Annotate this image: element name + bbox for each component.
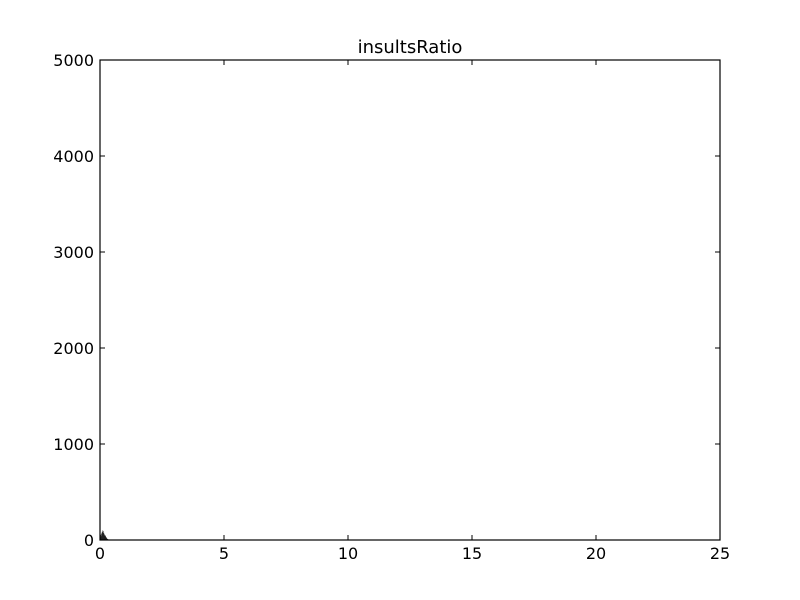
y-tick-label: 4000 bbox=[53, 147, 94, 166]
y-tick-label: 5000 bbox=[53, 51, 94, 70]
x-tick-label: 5 bbox=[219, 544, 229, 563]
y-tick-label: 3000 bbox=[53, 243, 94, 262]
y-tick-label: 2000 bbox=[53, 339, 94, 358]
x-tick-label: 0 bbox=[95, 544, 105, 563]
x-tick-label: 15 bbox=[462, 544, 482, 563]
y-axis-ticks: 0 1000 2000 3000 4000 5000 bbox=[53, 51, 720, 550]
chart-title: insultsRatio bbox=[358, 37, 463, 58]
y-tick-label: 1000 bbox=[53, 435, 94, 454]
y-tick-label: 0 bbox=[84, 531, 94, 550]
x-tick-label: 25 bbox=[710, 544, 730, 563]
plot-frame bbox=[99, 59, 721, 541]
histogram-bars bbox=[100, 530, 116, 540]
x-tick-label: 20 bbox=[586, 544, 606, 563]
x-axis-ticks: 0 5 10 15 20 25 bbox=[95, 60, 730, 563]
x-tick-label: 10 bbox=[338, 544, 358, 563]
